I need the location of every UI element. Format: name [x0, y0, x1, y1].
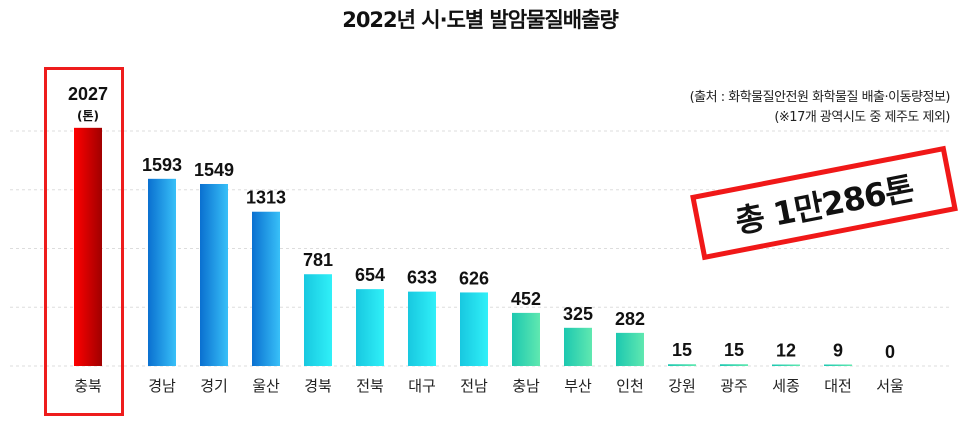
data-label: 12	[776, 341, 796, 361]
highlight-box	[44, 67, 124, 416]
bar-광주	[720, 364, 748, 366]
category-label: 경북	[304, 377, 332, 395]
data-label: 654	[355, 265, 385, 285]
data-label: 633	[407, 268, 437, 288]
data-label: 626	[459, 268, 489, 288]
category-label: 충남	[512, 377, 540, 395]
bar-인천	[616, 332, 644, 366]
category-label: 대전	[824, 377, 852, 395]
unit-label: (톤)	[77, 109, 99, 123]
bar-충남	[512, 312, 540, 366]
data-label: 1593	[142, 155, 182, 175]
bar-세종	[772, 364, 800, 366]
category-label: 경기	[200, 377, 228, 395]
category-label: 세종	[772, 377, 800, 395]
data-label: 282	[615, 309, 645, 329]
category-label: 서울	[876, 377, 904, 395]
chart-title: 2022년 시·도별 발암물질배출량	[342, 8, 619, 32]
bar-부산	[564, 327, 592, 366]
category-label: 부산	[564, 377, 592, 395]
category-label: 전북	[356, 377, 384, 395]
data-label: 1313	[246, 188, 286, 208]
exclusion-note: (※17개 광역시도 중 제주도 제외)	[774, 110, 950, 125]
data-label: 15	[724, 340, 744, 360]
bar-전북	[356, 289, 384, 366]
category-label: 광주	[720, 377, 748, 395]
bar-경기	[200, 183, 228, 366]
category-label: 울산	[252, 377, 280, 395]
category-label: 경남	[148, 377, 176, 395]
bar-대구	[408, 291, 436, 366]
data-label: 0	[885, 342, 895, 362]
data-label: 325	[563, 304, 593, 324]
bar-강원	[668, 364, 696, 366]
data-label: 781	[303, 250, 333, 270]
bar-경남	[148, 178, 176, 366]
category-label: 전남	[460, 377, 488, 395]
data-label: 452	[511, 289, 541, 309]
bar-울산	[252, 211, 280, 366]
category-label: 인천	[616, 377, 644, 395]
bar-충북	[74, 127, 102, 366]
category-label: 대구	[408, 377, 436, 395]
source-note: (출처 : 화학물질안전원 화학물질 배출·이동량정보)	[689, 90, 951, 105]
data-label: 15	[672, 340, 692, 360]
category-label: 강원	[668, 377, 696, 395]
bar-경북	[304, 274, 332, 366]
bar-전남	[460, 292, 488, 366]
category-label: 충북	[74, 377, 102, 395]
data-label: 1549	[194, 160, 234, 180]
data-label: 2027	[68, 84, 108, 104]
bar-대전	[824, 364, 852, 366]
data-label: 9	[833, 341, 843, 361]
